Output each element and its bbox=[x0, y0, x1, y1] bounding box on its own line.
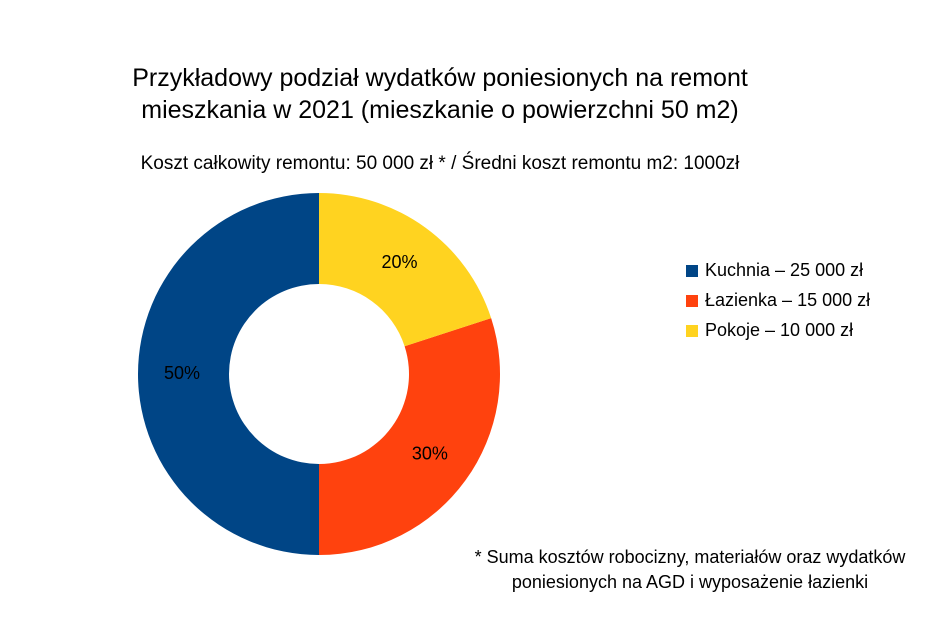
data-label: 20% bbox=[382, 252, 418, 272]
chart-title: Przykładowy podział wydatków poniesionyc… bbox=[132, 64, 748, 124]
legend-label: Łazienka – 15 000 zł bbox=[705, 290, 870, 310]
chart-subtitle: Koszt całkowity remontu: 50 000 zł * / Ś… bbox=[140, 153, 740, 174]
legend-swatch bbox=[686, 325, 698, 337]
data-label: 30% bbox=[412, 443, 448, 463]
donut-slice bbox=[319, 318, 500, 555]
legend-label: Kuchnia – 25 000 zł bbox=[705, 260, 863, 280]
donut-slice bbox=[319, 193, 492, 347]
footnote: * Suma kosztów robocizny, materiałów ora… bbox=[474, 547, 906, 592]
legend-label: Pokoje – 10 000 zł bbox=[705, 320, 853, 340]
donut-slice bbox=[138, 193, 319, 555]
legend-swatch bbox=[686, 265, 698, 277]
legend-swatch bbox=[686, 295, 698, 307]
data-label: 50% bbox=[164, 363, 200, 383]
